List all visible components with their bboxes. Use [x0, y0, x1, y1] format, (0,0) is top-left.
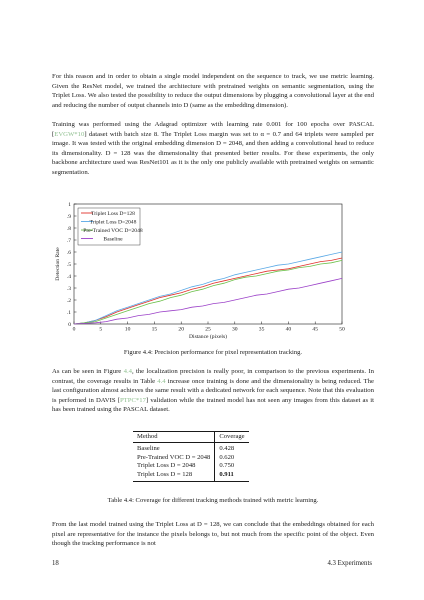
table-header-row: Method Coverage [133, 430, 249, 444]
table-cell-method: Pre-Trained VOC D = 2048 [137, 453, 211, 461]
table-header-method: Method [133, 430, 215, 444]
citation-link-pascal[interactable]: EVGW*10 [54, 130, 85, 138]
x-tick-label: 25 [205, 327, 211, 333]
table-cell-coverage: 0.428 [214, 442, 249, 454]
x-tick-label: 20 [178, 327, 184, 333]
y-tick-label: .1 [67, 310, 71, 316]
legend-label: Pre-Trained VOC D=2048 [83, 228, 143, 234]
table-cell-coverage: 0.620 [214, 453, 249, 463]
table-row: Baseline 0.428 [133, 442, 249, 454]
y-tick-label: .8 [67, 226, 71, 232]
x-tick-label: 45 [312, 327, 318, 333]
x-tick-label: 5 [99, 327, 102, 333]
legend-label: Baseline [103, 237, 123, 243]
legend-label: Triplet Loss D=128 [91, 211, 135, 217]
figure-caption: Figure 4.4: Precision performance for pi… [123, 349, 303, 356]
y-tick-label: 0 [68, 322, 71, 328]
y-tick-label: .5 [67, 262, 71, 268]
series-line [73, 278, 343, 325]
paragraph-results-text-a: As can be seen in Figure [52, 368, 124, 375]
table-row: Triplet Loss D = 2048 0.750 [133, 462, 249, 471]
x-tick-label: 15 [152, 327, 158, 333]
y-tick-label: .9 [67, 214, 71, 220]
table-cell-method: Triplet Loss D = 128 [133, 470, 215, 483]
paragraph-training-text-a: Training was performed using the Adagrad… [52, 121, 374, 138]
y-tick-label: .7 [67, 238, 71, 244]
table-reference-link[interactable]: 4.4 [157, 377, 166, 385]
y-tick-label: 1 [68, 202, 71, 208]
table-cell-method: Baseline [137, 445, 160, 453]
figure-reference-link[interactable]: 4.4 [123, 368, 132, 375]
page-number: 18 [52, 560, 59, 567]
series-line [73, 260, 343, 325]
y-axis-label: Detection Rate [55, 247, 61, 281]
running-footer-section: 4.3 Experiments [327, 560, 372, 567]
table-header-coverage: Coverage [214, 430, 249, 444]
series-line [73, 257, 343, 325]
table-cell-method: Triplet Loss D = 2048 [137, 462, 196, 470]
y-tick-label: .3 [67, 286, 71, 292]
coverage-table: Method Coverage Baseline 0.428 Pre-Train… [133, 430, 249, 483]
x-tick-label: 35 [259, 327, 265, 333]
paragraph-conclusion: From the last model trained using the Tr… [52, 521, 374, 548]
paragraph-metric-learning: For this reason and in order to obtain a… [52, 73, 374, 109]
paragraph-results-text-d: ] validation while the trained model has… [52, 396, 374, 414]
paragraph-results-text-b: , the localization precision is really p… [52, 368, 374, 385]
x-tick-label: 10 [125, 327, 131, 333]
table-row: Triplet Loss D = 128 0.911 [133, 470, 249, 483]
x-tick-label: 50 [339, 327, 345, 333]
x-tick-label: 30 [232, 327, 238, 333]
legend-label: Triplet Loss D=2048 [90, 220, 137, 226]
x-axis-label: Distance (pixels) [189, 333, 227, 340]
citation-link-davis[interactable]: PTPC*17 [119, 396, 146, 404]
series-line [73, 251, 343, 325]
table-cell-coverage: 0.750 [214, 462, 249, 471]
y-tick-label: .6 [67, 250, 71, 256]
paragraph-results-text-c: increase once training is done and the d… [52, 377, 374, 404]
table-caption: Table 4.4: Coverage for different tracki… [107, 497, 319, 504]
table-cell-coverage-best: 0.911 [214, 470, 249, 483]
y-tick-label: .4 [67, 274, 71, 280]
x-tick-label: 40 [286, 327, 292, 333]
precision-chart: 0 5 10 15 20 25 30 35 40 45 50 0 .1 .2 .3 .4 .5 .6 .7 .8 .9 1… [55, 202, 345, 340]
paragraph-training-text-b: ] dataset with batch size 8. The Triplet… [52, 130, 374, 176]
x-tick-label: 0 [73, 327, 76, 333]
paragraph-training: Training was performed using the Adagrad… [52, 120, 374, 178]
y-tick-label: .2 [67, 298, 71, 304]
table-row: Pre-Trained VOC D = 2048 0.620 [133, 453, 249, 463]
paragraph-results: As can be seen in Figure 4.4, the locali… [52, 367, 374, 415]
